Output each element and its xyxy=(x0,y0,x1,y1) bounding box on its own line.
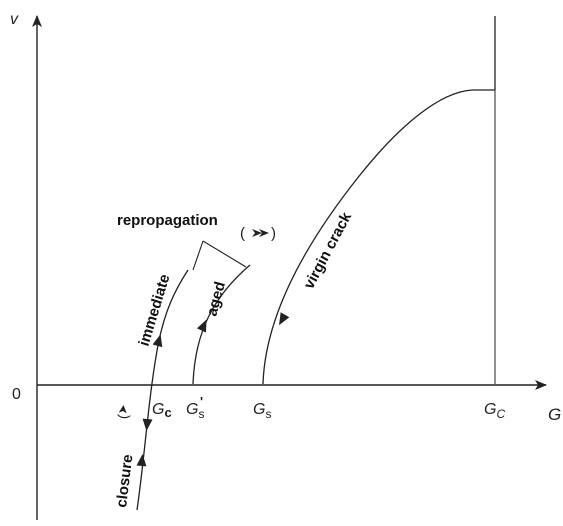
aged-arrow xyxy=(196,319,207,333)
repropagation-direction-icon: ( ) xyxy=(240,225,276,242)
y-axis-label: v xyxy=(10,11,19,28)
g-s-prime-label: Gs xyxy=(186,401,204,421)
origin-label: 0 xyxy=(12,386,21,403)
svg-text:(: ( xyxy=(240,225,245,242)
aged-label: aged xyxy=(203,280,228,318)
closure-label: closure xyxy=(113,453,136,508)
virgin-crack-arrow xyxy=(279,312,290,326)
aged-curve xyxy=(192,264,251,385)
virgin-crack-curve xyxy=(262,16,496,385)
closure-arrow-up xyxy=(136,454,147,467)
repropagation-bracket xyxy=(192,240,247,271)
g-s-prime-mark: ' xyxy=(200,394,203,409)
g-c-small-label: Gc xyxy=(152,401,172,420)
immediate-curve xyxy=(136,269,189,511)
immediate-arrow xyxy=(152,334,163,348)
g-c-large-label: GC xyxy=(484,401,505,421)
x-axis-label: G xyxy=(548,405,561,424)
g-s-label: Gs xyxy=(253,401,271,421)
axes xyxy=(32,15,547,520)
svg-text:(: ( xyxy=(114,413,130,419)
closure-direction-icon: ( xyxy=(114,405,131,420)
closure-arrow-down xyxy=(142,418,153,431)
repropagation-label: repropagation xyxy=(117,212,218,229)
svg-text:): ) xyxy=(271,225,276,242)
virgin-crack-label: virgin crack xyxy=(301,209,356,292)
